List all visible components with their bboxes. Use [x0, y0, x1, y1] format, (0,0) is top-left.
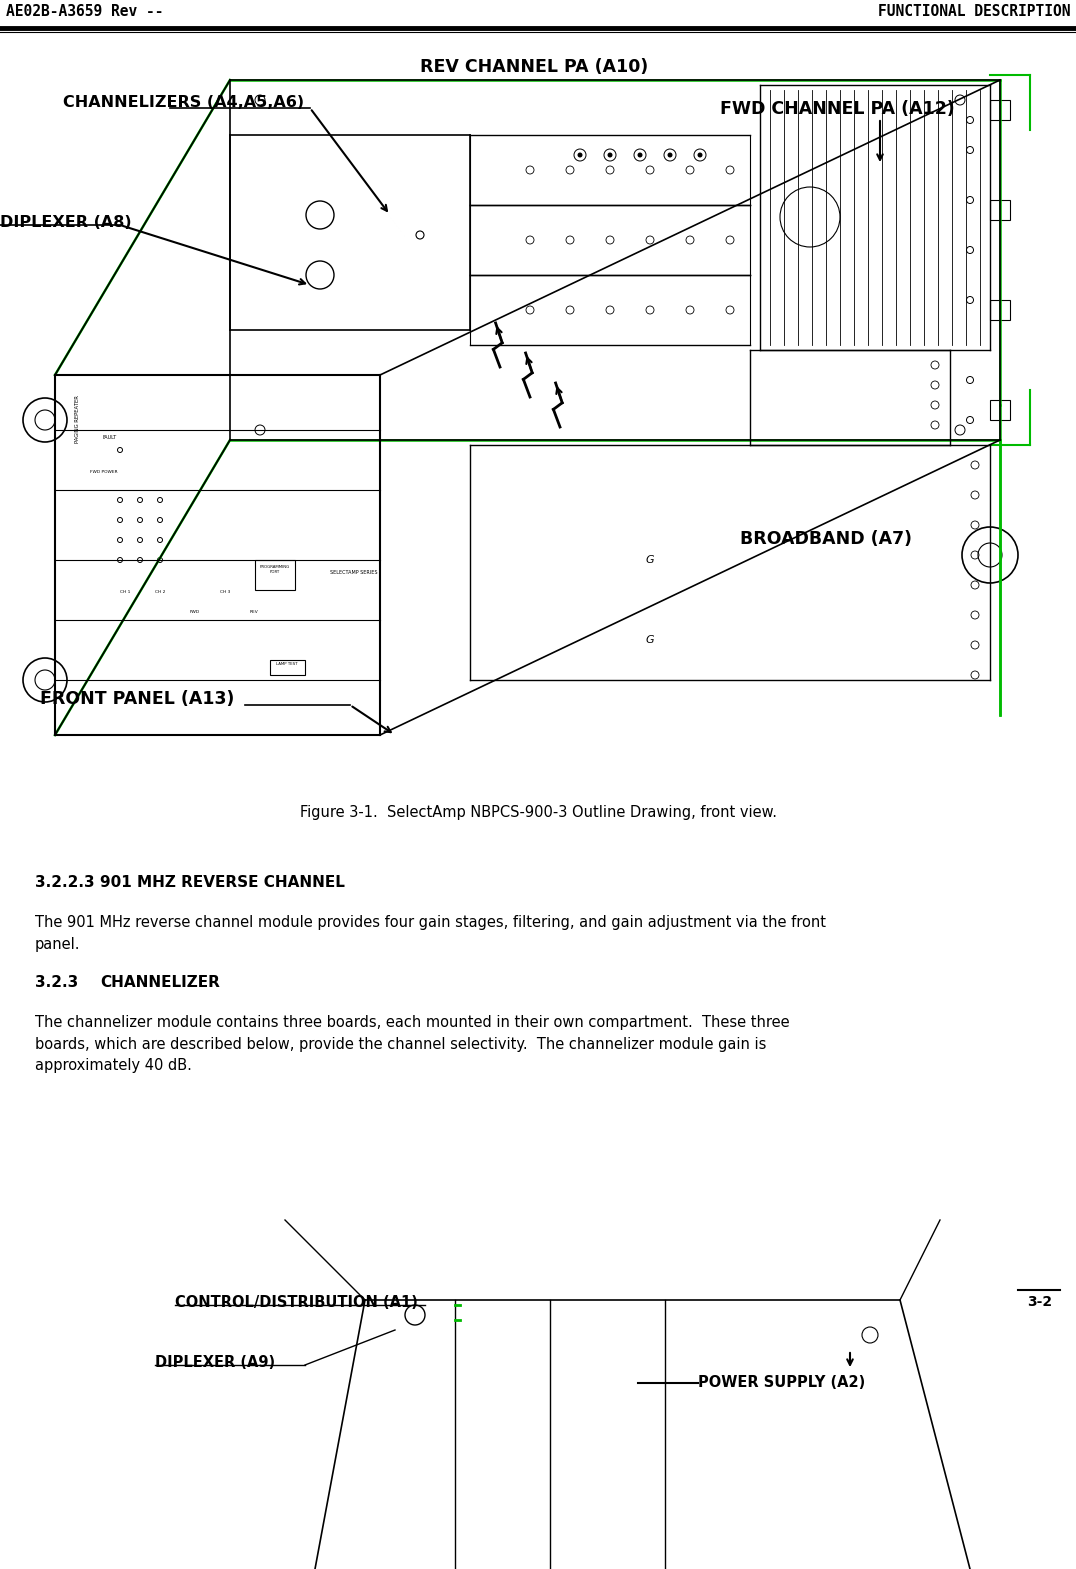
Text: CH 1: CH 1 — [121, 590, 130, 595]
Circle shape — [637, 152, 642, 157]
Text: Figure 3-1.  SelectAmp NBPCS-900-3 Outline Drawing, front view.: Figure 3-1. SelectAmp NBPCS-900-3 Outlin… — [299, 805, 777, 821]
Bar — [255, 560, 295, 590]
Bar — [270, 661, 305, 675]
Bar — [990, 100, 1010, 119]
Text: DIPLEXER (A8): DIPLEXER (A8) — [0, 215, 131, 231]
Text: REV CHANNEL PA (A10): REV CHANNEL PA (A10) — [420, 58, 648, 75]
Bar — [990, 300, 1010, 320]
Text: POWER SUPPLY (A2): POWER SUPPLY (A2) — [698, 1374, 865, 1390]
Text: PAGING REPEATER: PAGING REPEATER — [75, 395, 80, 442]
Text: CONTROL/DISTRIBUTION (A1): CONTROL/DISTRIBUTION (A1) — [175, 1294, 417, 1310]
Text: DIPLEXER (A9): DIPLEXER (A9) — [155, 1356, 275, 1370]
Circle shape — [697, 152, 703, 157]
Text: CHANNELIZER: CHANNELIZER — [100, 974, 220, 990]
Text: LAMP TEST: LAMP TEST — [277, 662, 298, 665]
Circle shape — [667, 152, 672, 157]
Text: The 901 MHz reverse channel module provides four gain stages, filtering, and gai: The 901 MHz reverse channel module provi… — [36, 915, 826, 952]
Text: CHANNELIZERS (A4,A5,A6): CHANNELIZERS (A4,A5,A6) — [63, 96, 305, 110]
Text: SELECTAMP SERIES: SELECTAMP SERIES — [330, 570, 378, 574]
Text: FWD CHANNEL PA (A12): FWD CHANNEL PA (A12) — [720, 100, 954, 118]
Text: The channelizer module contains three boards, each mounted in their own compartm: The channelizer module contains three bo… — [36, 1015, 790, 1073]
Text: FWD: FWD — [190, 610, 200, 613]
Text: FAULT: FAULT — [103, 435, 117, 439]
Text: 3.2.2.3: 3.2.2.3 — [36, 876, 95, 890]
Text: FRONT PANEL (A13): FRONT PANEL (A13) — [40, 690, 235, 708]
Text: BROADBAND (A7): BROADBAND (A7) — [740, 530, 912, 548]
Text: G: G — [646, 555, 654, 565]
Text: CH 3: CH 3 — [220, 590, 230, 595]
Circle shape — [578, 152, 582, 157]
Circle shape — [608, 152, 612, 157]
Text: AE02B-A3659 Rev --: AE02B-A3659 Rev -- — [6, 5, 164, 19]
Bar — [990, 199, 1010, 220]
Bar — [990, 400, 1010, 420]
Text: 3-2: 3-2 — [1028, 1294, 1052, 1309]
Text: 901 MHZ REVERSE CHANNEL: 901 MHZ REVERSE CHANNEL — [100, 876, 345, 890]
Text: CH 2: CH 2 — [155, 590, 166, 595]
Text: REV: REV — [250, 610, 258, 613]
Text: G: G — [646, 635, 654, 645]
Text: FWD POWER: FWD POWER — [90, 471, 117, 474]
Text: FUNCTIONAL DESCRIPTION: FUNCTIONAL DESCRIPTION — [878, 5, 1070, 19]
Text: 3.2.3: 3.2.3 — [36, 974, 79, 990]
Text: PROGRAMMING
PORT: PROGRAMMING PORT — [260, 565, 291, 574]
